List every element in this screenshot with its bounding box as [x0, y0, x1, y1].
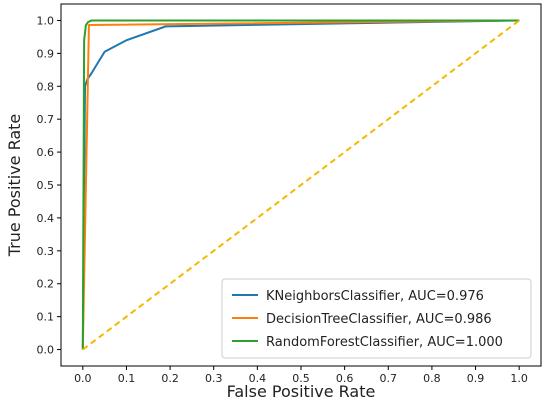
plot-marks [81, 19, 520, 351]
legend: KNeighborsClassifier, AUC=0.976 DecisionT… [221, 278, 532, 359]
series-line-2 [81, 19, 520, 350]
y-tick-label: 0.8 [37, 80, 55, 93]
y-tick-label: 0.2 [37, 278, 55, 291]
y-tick-label: 0.3 [37, 245, 55, 258]
y-axis-ticks: 0.0 0.1 0.2 0.3 0.4 0.5 0.6 0.7 0.8 0.9 1.0 [37, 14, 61, 357]
x-tick-label: 0.3 [205, 372, 223, 385]
legend-box [221, 278, 532, 359]
x-tick-label: 0.4 [249, 372, 267, 385]
x-tick-label: 0.6 [336, 372, 354, 385]
x-tick-label: 0.0 [74, 372, 92, 385]
y-axis-label: True Positive Rate [5, 114, 24, 258]
y-tick-label: 0.6 [37, 146, 55, 159]
x-tick-label: 1.0 [510, 372, 528, 385]
series-line-3 [82, 19, 520, 351]
legend-label: RandomForestClassifier, AUC=1.000 [266, 335, 503, 350]
y-tick-label: 0.0 [37, 344, 55, 357]
series-line-1 [81, 19, 520, 350]
y-tick-label: 0.4 [37, 212, 55, 225]
x-tick-label: 0.7 [380, 372, 398, 385]
x-tick-label: 0.2 [161, 372, 179, 385]
x-tick-label: 0.5 [292, 372, 310, 385]
y-tick-label: 1.0 [37, 14, 55, 27]
y-tick-label: 0.5 [37, 179, 55, 192]
y-tick-label: 0.9 [37, 47, 55, 60]
y-tick-label: 0.7 [37, 113, 55, 126]
legend-label: KNeighborsClassifier, AUC=0.976 [266, 289, 484, 304]
x-axis-label: False Positive Rate [227, 382, 376, 401]
x-tick-label: 0.1 [118, 372, 136, 385]
x-axis-ticks: 0.0 0.1 0.2 0.3 0.4 0.5 0.6 0.7 0.8 0.9 1.0 [74, 366, 528, 385]
x-tick-label: 0.8 [423, 372, 441, 385]
series-line-0 [81, 19, 520, 350]
y-tick-label: 0.1 [37, 311, 55, 324]
x-tick-label: 0.9 [467, 372, 485, 385]
legend-label: DecisionTreeClassifier, AUC=0.986 [266, 312, 492, 327]
